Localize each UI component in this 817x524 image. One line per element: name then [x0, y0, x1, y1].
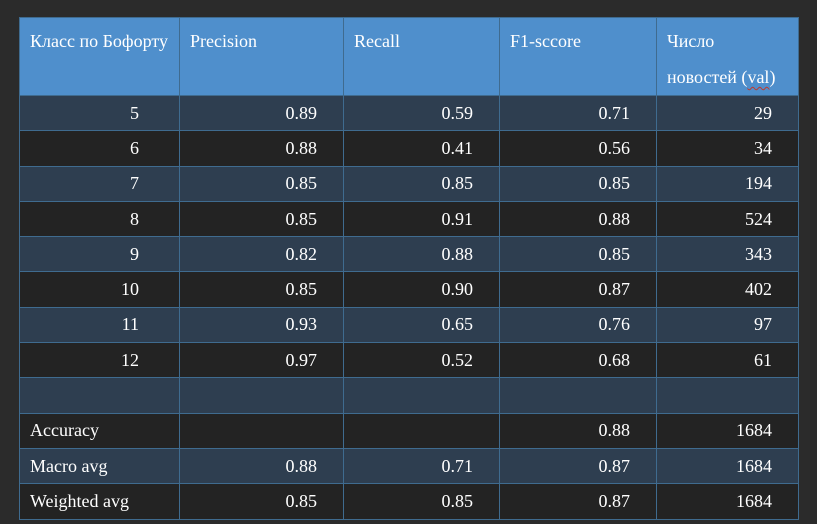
metrics-table-container: Класс по Бофорту Precision Recall F1-scc… [19, 17, 799, 520]
cell-count: 1684 [656, 483, 799, 520]
cell-count: 97 [656, 306, 799, 344]
summary-row-weighted-avg: Weighted avg 0.85 0.85 0.87 1684 [19, 483, 799, 520]
empty-cell [19, 377, 180, 414]
cell-precision: 0.85 [179, 200, 344, 238]
cell-f1: 0.85 [499, 165, 657, 202]
header-f1: F1-sccore [499, 17, 657, 96]
cell-f1: 0.87 [499, 483, 657, 520]
cell-precision: 0.82 [179, 236, 344, 273]
table-row: 12 0.97 0.52 0.68 61 [19, 342, 799, 379]
cell-class: 10 [19, 271, 180, 308]
empty-cell [499, 377, 657, 414]
cell-class: 7 [19, 165, 180, 202]
cell-precision [179, 412, 344, 449]
summary-row-macro-avg: Macro avg 0.88 0.71 0.87 1684 [19, 447, 799, 485]
cell-f1: 0.56 [499, 130, 657, 167]
cell-f1: 0.85 [499, 236, 657, 273]
cell-precision: 0.88 [179, 130, 344, 167]
cell-class: 6 [19, 130, 180, 167]
cell-f1: 0.87 [499, 271, 657, 308]
cell-f1: 0.88 [499, 412, 657, 449]
cell-count: 29 [656, 94, 799, 132]
header-recall: Recall [343, 17, 500, 96]
table-row: 6 0.88 0.41 0.56 34 [19, 130, 799, 167]
cell-recall: 0.91 [343, 200, 500, 238]
cell-label: Weighted avg [19, 483, 180, 520]
classification-report-table: Класс по Бофорту Precision Recall F1-scc… [19, 17, 799, 520]
header-count: Число новостей (val) [656, 17, 799, 96]
table-row: 7 0.85 0.85 0.85 194 [19, 165, 799, 202]
empty-cell [179, 377, 344, 414]
summary-row-accuracy: Accuracy 0.88 1684 [19, 412, 799, 449]
table-row: 5 0.89 0.59 0.71 29 [19, 94, 799, 132]
cell-count: 34 [656, 130, 799, 167]
header-precision: Precision [179, 17, 344, 96]
table-row: 11 0.93 0.65 0.76 97 [19, 306, 799, 344]
empty-cell [343, 377, 500, 414]
empty-spacer-row [19, 377, 799, 414]
cell-recall: 0.90 [343, 271, 500, 308]
cell-precision: 0.85 [179, 483, 344, 520]
cell-count: 524 [656, 200, 799, 238]
cell-precision: 0.93 [179, 306, 344, 344]
cell-recall: 0.71 [343, 447, 500, 485]
cell-f1: 0.88 [499, 200, 657, 238]
cell-recall: 0.85 [343, 165, 500, 202]
cell-precision: 0.85 [179, 165, 344, 202]
cell-count: 402 [656, 271, 799, 308]
cell-precision: 0.88 [179, 447, 344, 485]
cell-count: 1684 [656, 447, 799, 485]
cell-precision: 0.85 [179, 271, 344, 308]
cell-class: 11 [19, 306, 180, 344]
cell-recall [343, 412, 500, 449]
table-row: 8 0.85 0.91 0.88 524 [19, 200, 799, 238]
cell-class: 9 [19, 236, 180, 273]
cell-label: Macro avg [19, 447, 180, 485]
cell-recall: 0.65 [343, 306, 500, 344]
empty-cell [656, 377, 799, 414]
header-count-val: val [747, 67, 770, 87]
cell-precision: 0.97 [179, 342, 344, 379]
cell-recall: 0.52 [343, 342, 500, 379]
table-row: 10 0.85 0.90 0.87 402 [19, 271, 799, 308]
header-class: Класс по Бофорту [19, 17, 180, 96]
header-count-prefix: Число новостей ( [667, 31, 748, 87]
cell-label: Accuracy [19, 412, 180, 449]
cell-recall: 0.41 [343, 130, 500, 167]
cell-recall: 0.88 [343, 236, 500, 273]
cell-recall: 0.85 [343, 483, 500, 520]
cell-precision: 0.89 [179, 94, 344, 132]
cell-f1: 0.87 [499, 447, 657, 485]
table-row: 9 0.82 0.88 0.85 343 [19, 236, 799, 273]
table-header-row: Класс по Бофорту Precision Recall F1-scc… [19, 17, 799, 96]
cell-f1: 0.76 [499, 306, 657, 344]
cell-count: 194 [656, 165, 799, 202]
cell-count: 61 [656, 342, 799, 379]
cell-count: 343 [656, 236, 799, 273]
header-count-suffix: ) [769, 67, 776, 87]
cell-recall: 0.59 [343, 94, 500, 132]
cell-class: 5 [19, 94, 180, 132]
cell-class: 8 [19, 200, 180, 238]
cell-class: 12 [19, 342, 180, 379]
cell-count: 1684 [656, 412, 799, 449]
cell-f1: 0.71 [499, 94, 657, 132]
cell-f1: 0.68 [499, 342, 657, 379]
